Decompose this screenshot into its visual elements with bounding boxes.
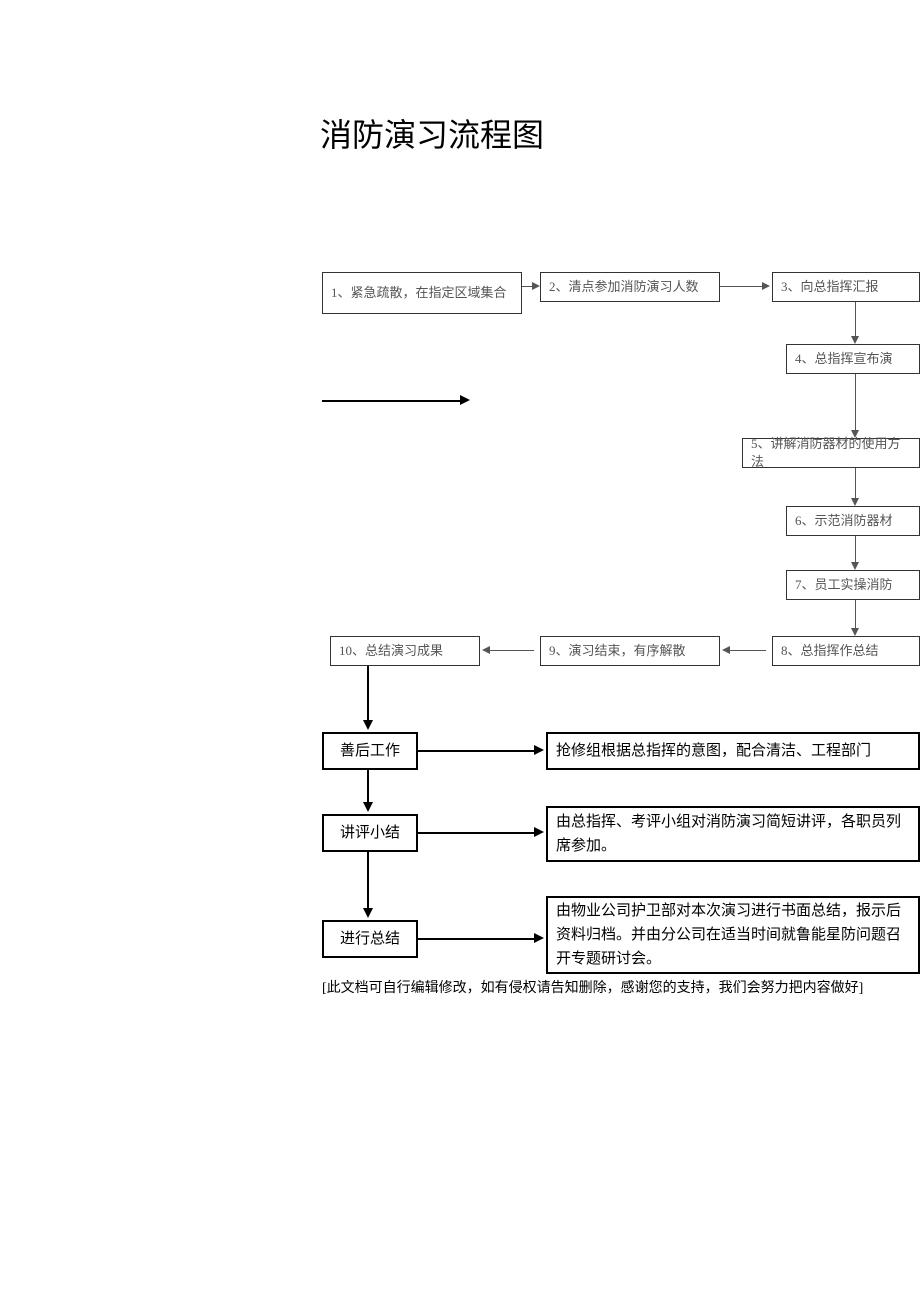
node-aftermath: 善后工作 bbox=[322, 732, 418, 770]
arrow-icon bbox=[534, 745, 544, 755]
arrow-icon bbox=[363, 720, 373, 730]
extra-arrow-line bbox=[322, 400, 462, 402]
node-6: 6、示范消防器材 bbox=[786, 506, 920, 536]
arrow-icon bbox=[534, 933, 544, 943]
edge bbox=[855, 302, 856, 338]
edge bbox=[367, 852, 369, 910]
edge bbox=[855, 468, 856, 500]
arrow-icon bbox=[762, 282, 770, 290]
node-9: 9、演习结束，有序解散 bbox=[540, 636, 720, 666]
footer-note: [此文档可自行编辑修改，如有侵权请告知删除，感谢您的支持，我们会努力把内容做好] bbox=[322, 980, 920, 998]
arrow-icon bbox=[532, 282, 540, 290]
arrow-icon bbox=[363, 908, 373, 918]
page-title: 消防演习流程图 bbox=[320, 110, 544, 156]
arrow-icon bbox=[363, 802, 373, 812]
arrow-icon bbox=[722, 646, 730, 654]
desc-2: 由总指挥、考评小组对消防演习简短讲评，各职员列席参加。 bbox=[546, 806, 920, 862]
node-1: 1、紧急疏散，在指定区域集合 bbox=[322, 272, 522, 314]
node-10: 10、总结演习成果 bbox=[330, 636, 480, 666]
arrow-icon bbox=[851, 562, 859, 570]
edge bbox=[367, 770, 369, 804]
edge bbox=[418, 938, 536, 940]
node-2: 2、清点参加消防演习人数 bbox=[540, 272, 720, 302]
arrow-icon bbox=[851, 628, 859, 636]
edge bbox=[855, 374, 856, 432]
arrow-icon bbox=[851, 498, 859, 506]
edge bbox=[418, 750, 536, 752]
arrow-icon bbox=[460, 395, 470, 405]
edge bbox=[855, 536, 856, 564]
arrow-icon bbox=[482, 646, 490, 654]
desc-1: 抢修组根据总指挥的意图，配合清洁、工程部门 bbox=[546, 732, 920, 770]
edge bbox=[418, 832, 536, 834]
edge bbox=[720, 286, 764, 287]
desc-3: 由物业公司护卫部对本次演习进行书面总结，报示后资料归档。并由分公司在适当时间就鲁… bbox=[546, 896, 920, 974]
node-5: 5、讲解消防器材的使用方法 bbox=[742, 438, 920, 468]
edge bbox=[367, 666, 369, 722]
node-summary: 进行总结 bbox=[322, 920, 418, 958]
node-7: 7、员工实操消防 bbox=[786, 570, 920, 600]
edge bbox=[488, 650, 534, 651]
node-8: 8、总指挥作总结 bbox=[772, 636, 920, 666]
node-4: 4、总指挥宣布演 bbox=[786, 344, 920, 374]
edge bbox=[855, 600, 856, 630]
node-review: 讲评小结 bbox=[322, 814, 418, 852]
arrow-icon bbox=[534, 827, 544, 837]
edge bbox=[728, 650, 766, 651]
node-3: 3、向总指挥汇报 bbox=[772, 272, 920, 302]
arrow-icon bbox=[851, 336, 859, 344]
